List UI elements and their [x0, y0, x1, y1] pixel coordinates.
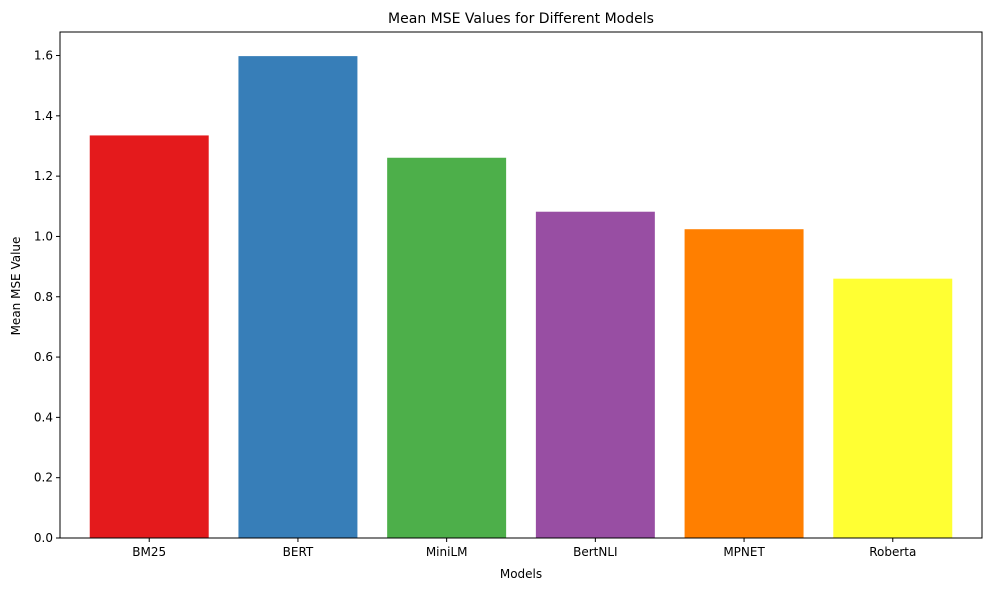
x-tick-label: MPNET: [723, 545, 765, 559]
y-tick-label: 1.2: [34, 169, 53, 183]
x-tick-label: BM25: [132, 545, 166, 559]
bar-mpnet: [684, 229, 804, 538]
y-tick-label: 0.2: [34, 471, 53, 485]
y-tick-label: 0.6: [34, 350, 53, 364]
axes-frame: [59, 31, 983, 539]
bar-roberta: [833, 278, 953, 538]
y-tick-label: 1.0: [34, 229, 53, 243]
x-tick-label: BertNLI: [573, 545, 617, 559]
x-tick-label: Roberta: [869, 545, 916, 559]
chart-title: Mean MSE Values for Different Models: [388, 11, 654, 27]
bar-bertnli: [535, 211, 655, 538]
bar-minilm: [387, 157, 507, 538]
y-tick-label: 0.8: [34, 290, 53, 304]
y-tick-label: 1.4: [34, 109, 53, 123]
y-tick-label: 0.0: [34, 531, 53, 545]
x-tick-label: MiniLM: [426, 545, 468, 559]
bar-bert: [238, 56, 358, 539]
bar-bm25: [89, 135, 209, 538]
y-axis-label: Mean MSE Value: [9, 237, 23, 336]
x-tick-label: BERT: [283, 545, 314, 559]
plot-area: 0.0 0.2 0.4 0.6 0.8 1.0 1.2 1.4 1.6 BM25 BERT MiniL…: [34, 31, 983, 559]
y-tick-label: 0.4: [34, 410, 53, 424]
y-tick-label: 1.6: [34, 49, 53, 63]
x-axis-label: Models: [500, 567, 542, 581]
